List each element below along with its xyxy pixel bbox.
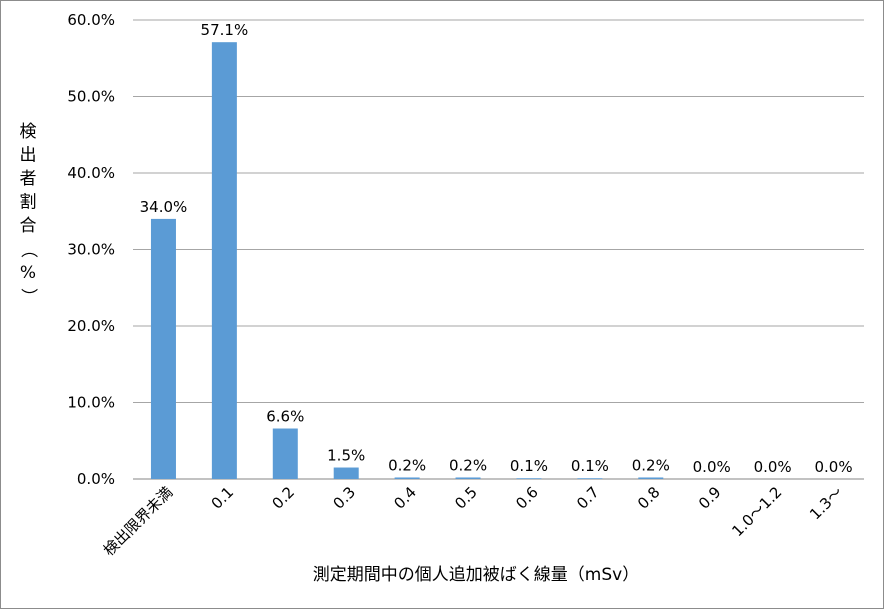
data-label: 0.2% <box>449 456 487 474</box>
y-axis-title-char: 者 <box>20 169 37 189</box>
y-tick-label: 30.0% <box>67 241 115 259</box>
y-tick-label: 50.0% <box>67 88 115 106</box>
bar <box>638 477 664 479</box>
y-tick-label: 40.0% <box>67 164 115 182</box>
x-axis-title: 測定期間中の個人追加被ばく線量（mSv） <box>313 565 639 585</box>
bar <box>333 467 359 479</box>
data-label: 6.6% <box>266 408 304 426</box>
y-axis-title-char: 合 <box>20 216 37 236</box>
x-tick-label: 0.5 <box>451 483 481 513</box>
y-axis-title-char: 出 <box>20 146 37 166</box>
bar <box>211 42 237 480</box>
bar <box>577 478 603 479</box>
x-tick-label: 0.3 <box>329 483 359 513</box>
y-tick-label: 10.0% <box>67 394 115 412</box>
data-label: 0.0% <box>693 458 731 476</box>
y-tick-label: 20.0% <box>67 317 115 335</box>
data-label: 0.2% <box>632 456 670 474</box>
y-tick-label: 0.0% <box>77 470 115 488</box>
bar <box>516 478 542 479</box>
y-axis-title-char: （ <box>18 241 38 258</box>
x-tick-label: 0.4 <box>390 483 420 513</box>
x-tick-label: 0.7 <box>573 483 603 513</box>
bar <box>455 477 481 479</box>
data-labels: 34.0% 57.1% 6.6% 1.5% 0.2% 0.2% 0.1% 0.1% 0.2% 0.… <box>140 21 853 476</box>
x-tick-label: 1.3～ <box>806 483 846 523</box>
x-tick-label: 検出限界未満 <box>100 483 176 559</box>
data-label: 0.0% <box>754 458 792 476</box>
bar <box>150 218 176 479</box>
x-tick-label: 0.8 <box>634 483 664 513</box>
data-label: 57.1% <box>201 21 249 39</box>
bar <box>272 428 298 479</box>
x-tick-label: 0.6 <box>512 483 542 513</box>
x-tick-label: 0.9 <box>695 483 725 513</box>
data-label: 0.0% <box>814 458 852 476</box>
data-label: 0.1% <box>510 457 548 475</box>
x-tick-label: 1.0～1.2 <box>728 483 785 540</box>
data-label: 0.2% <box>388 456 426 474</box>
y-axis-title-char: % <box>20 263 36 283</box>
y-axis-title-char: ） <box>18 288 38 305</box>
bar <box>394 477 420 479</box>
data-label: 34.0% <box>140 198 188 216</box>
x-tick-label: 0.1 <box>208 483 238 513</box>
bars <box>150 42 664 480</box>
x-tick-label: 0.2 <box>269 483 299 513</box>
data-label: 0.1% <box>571 457 609 475</box>
y-tick-label: 60.0% <box>67 11 115 29</box>
data-label: 1.5% <box>327 447 365 465</box>
gridlines <box>133 19 864 480</box>
y-axis-ticks: 0.0% 10.0% 20.0% 30.0% 40.0% 50.0% 60.0% <box>67 11 115 488</box>
y-axis-title-char: 割 <box>20 193 37 213</box>
y-axis-title-char: 検 <box>20 122 37 142</box>
x-axis-ticks: 検出限界未満 0.1 0.2 0.3 0.4 0.5 0.6 0.7 0.8 0.9 1.0～1.2… <box>100 483 846 559</box>
